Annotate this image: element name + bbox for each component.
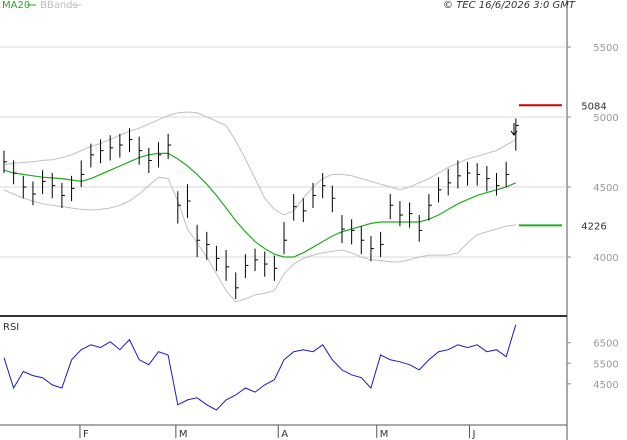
x-tick-label: F (83, 429, 89, 440)
ma-line (3, 152, 517, 258)
x-tick-label: J (471, 429, 475, 440)
y-tick-label: 5500 (593, 43, 618, 54)
panel-title: RSI (3, 322, 19, 333)
y-tick-label: 4500 (593, 183, 618, 194)
level-label: 5084 (581, 101, 606, 112)
y-tick-label: 5500 (593, 359, 618, 370)
bband-line (3, 111, 517, 216)
x-tick-label: A (281, 429, 288, 440)
bband-line (3, 176, 516, 303)
y-tick-label: 4500 (593, 380, 618, 391)
y-tick-label: 4000 (593, 253, 618, 264)
rsi-line (3, 324, 517, 411)
legend-label: BBands (40, 0, 78, 11)
level-label: 4226 (581, 221, 606, 232)
x-tick-label: M (179, 429, 188, 440)
source: © TEC 16/6/2026 3:0 GMT (443, 0, 576, 11)
x-tick-label: M (380, 429, 389, 440)
y-tick-label: 5000 (593, 113, 618, 124)
y-tick-label: 6500 (593, 339, 618, 350)
legend-label: MA20 (2, 0, 30, 11)
